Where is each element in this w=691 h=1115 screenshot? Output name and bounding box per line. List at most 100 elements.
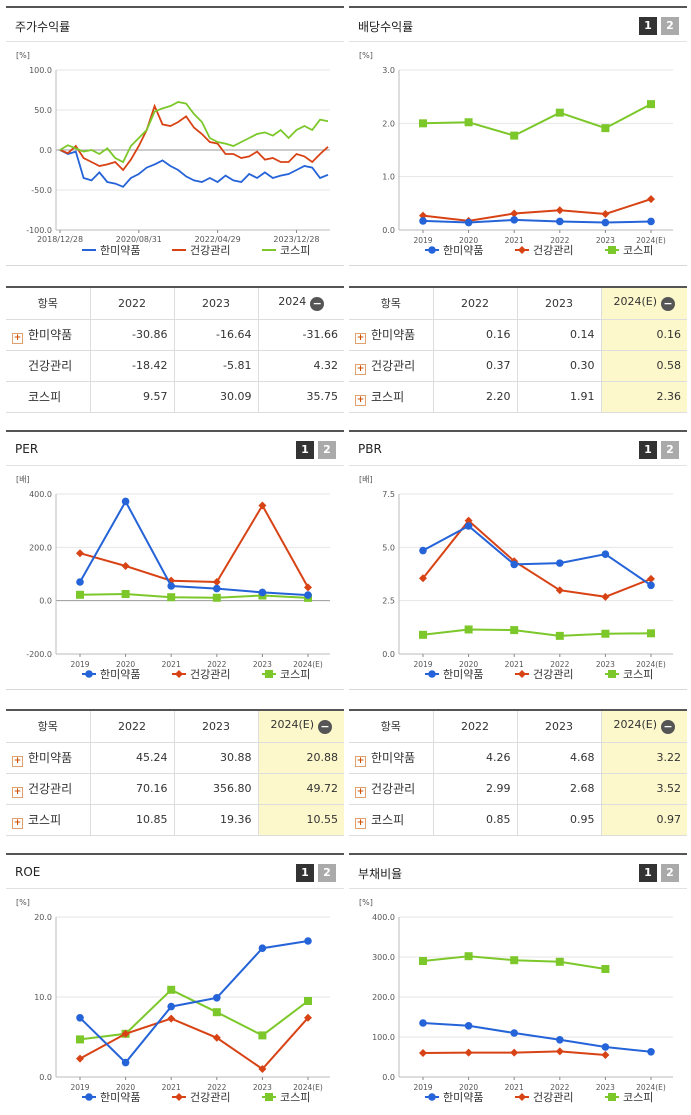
y-tick-label: 50.0 — [34, 106, 52, 115]
table-cell: 0.85 — [433, 804, 518, 836]
data-point — [304, 997, 312, 1005]
data-point — [258, 588, 267, 597]
table-header: 2023 — [517, 710, 602, 743]
collapse-icon[interactable]: − — [310, 297, 325, 312]
period-2-button[interactable]: 2 — [318, 441, 336, 459]
data-point — [647, 1048, 655, 1056]
expand-icon[interactable]: + — [12, 817, 23, 829]
dividend-panel: 배당수익률 1 2 [%] 3.0 2.0 1.0 0.0 2019 2020 2021 202… — [349, 6, 687, 268]
series-line — [79, 499, 309, 597]
expand-icon[interactable]: + — [355, 332, 366, 344]
expand-icon[interactable]: + — [12, 332, 23, 344]
legend-label: 한미약품 — [100, 1090, 140, 1104]
y-tick-label: -50.0 — [31, 186, 52, 195]
y-tick-label: 3.0 — [382, 66, 395, 75]
period-1-button[interactable]: 1 — [639, 17, 657, 35]
x-tick-label: 2021 — [162, 1083, 181, 1092]
legend-label: 코스피 — [623, 668, 653, 681]
table-header: 2022 — [90, 710, 175, 743]
legend-label: 건강관리 — [533, 244, 573, 257]
data-point — [304, 1013, 312, 1022]
legend-label: 코스피 — [623, 1091, 653, 1104]
data-point — [212, 577, 221, 586]
row-label: + 한미약품 — [6, 742, 91, 774]
table-cell: 30.88 — [174, 742, 259, 774]
x-tick-label: 2023 — [596, 1083, 615, 1092]
data-point — [601, 592, 610, 601]
panel-title: PER — [15, 442, 39, 456]
data-point — [419, 217, 427, 225]
y-tick-label: -100.0 — [26, 226, 52, 235]
y-tick-label: 2.5 — [382, 597, 395, 606]
data-point — [167, 576, 176, 585]
row-label: + 한미약품 — [349, 319, 434, 351]
y-tick-label: 300.0 — [372, 953, 395, 962]
data-point — [258, 1031, 267, 1040]
table-cell: 2.68 — [517, 773, 602, 805]
table-row: 코스피 9.57 30.09 35.75 — [6, 381, 344, 413]
legend-label: 건강관리 — [533, 1091, 573, 1104]
data-point — [647, 574, 655, 583]
data-point — [510, 209, 519, 218]
expand-icon[interactable]: + — [355, 786, 366, 798]
dividend-chart: [%] 3.0 2.0 1.0 0.0 2019 2020 2021 2022 2023 2024(… — [359, 51, 673, 257]
expand-icon[interactable]: + — [355, 394, 366, 406]
table-header: 항목 — [6, 710, 91, 743]
divider — [6, 682, 344, 690]
table-cell: 4.26 — [433, 742, 518, 774]
legend-marker — [608, 670, 616, 678]
collapse-icon[interactable]: − — [318, 720, 333, 735]
x-tick-label: 2020 — [116, 660, 135, 669]
data-point — [76, 1054, 84, 1063]
row-label: + 건강관리 — [349, 350, 434, 382]
table-cell: 0.97 — [601, 804, 687, 836]
x-tick-label: 2018/12/28 — [37, 235, 83, 244]
legend-label: 한미약품 — [100, 243, 140, 257]
expand-icon[interactable]: + — [355, 817, 366, 829]
period-1-button[interactable]: 1 — [639, 864, 657, 882]
collapse-icon[interactable]: − — [661, 297, 676, 312]
table-header: 2023 — [517, 287, 602, 320]
table-cell: 0.16 — [433, 319, 518, 351]
row-label: + 코스피 — [6, 804, 91, 836]
data-point — [212, 1008, 221, 1017]
period-2-button[interactable]: 2 — [661, 17, 679, 35]
table-cell: 0.16 — [601, 319, 687, 351]
panel-header: 주가수익률 — [6, 6, 344, 42]
expand-icon[interactable]: + — [12, 755, 23, 767]
expand-icon[interactable]: + — [355, 755, 366, 767]
x-tick-label: 2023 — [253, 1083, 272, 1092]
table-cell: 1.91 — [517, 381, 602, 413]
x-tick-label: 2021 — [505, 1083, 524, 1092]
period-1-button[interactable]: 1 — [296, 864, 314, 882]
row-label: + 코스피 — [349, 804, 434, 836]
data-point — [464, 516, 473, 525]
x-tick-label: 2020/08/31 — [116, 235, 162, 244]
table-row: + 한미약품 0.16 0.14 0.16 — [349, 319, 687, 351]
y-tick-label: 0.0 — [382, 1073, 395, 1082]
table-cell: 10.85 — [90, 804, 175, 836]
x-tick-label: 2022 — [207, 660, 226, 669]
legend-marker — [85, 670, 93, 678]
period-2-button[interactable]: 2 — [661, 441, 679, 459]
roe-chart: [%] 20.0 10.0 0.0 2019 2020 2021 2022 2023 2024(E… — [16, 898, 330, 1104]
data-point — [167, 1002, 175, 1011]
data-point — [510, 560, 518, 569]
period-1-button[interactable]: 1 — [639, 441, 657, 459]
collapse-icon[interactable]: − — [661, 720, 676, 735]
expand-icon[interactable]: + — [12, 786, 23, 798]
per-panel: PER 1 2 [배] 400.0 200.0 0.0 -200.0 2019 2020 20… — [6, 430, 344, 692]
roe-panel: ROE 1 2 [%] 20.0 10.0 0.0 2019 2020 2021 2022 20… — [6, 853, 344, 1115]
series-line — [79, 988, 309, 1041]
data-point — [419, 630, 427, 639]
period-1-button[interactable]: 1 — [296, 441, 314, 459]
period-2-button[interactable]: 2 — [318, 864, 336, 882]
x-tick-label: 2019 — [413, 236, 432, 245]
panel-title: 배당수익률 — [358, 20, 414, 34]
period-2-button[interactable]: 2 — [661, 864, 679, 882]
table-row: + 건강관리 0.37 0.30 0.58 — [349, 350, 687, 382]
series-line — [79, 592, 309, 599]
table-cell: 0.37 — [433, 350, 518, 382]
expand-icon[interactable]: + — [355, 363, 366, 375]
